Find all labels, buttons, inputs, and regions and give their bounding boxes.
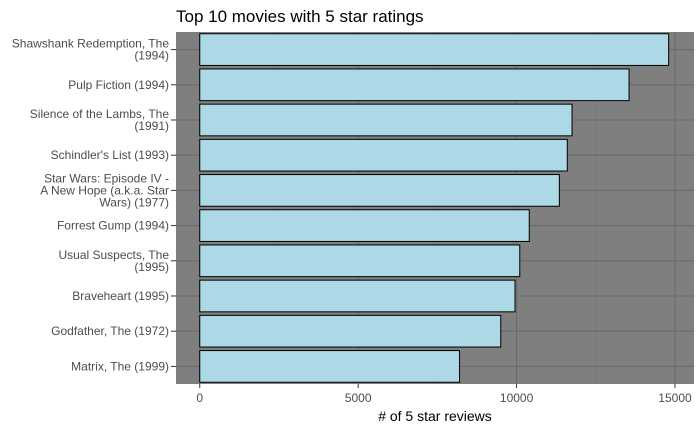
category-label: Silence of the Lambs, The (1991) bbox=[30, 107, 170, 133]
x-axis-label: # of 5 star reviews bbox=[378, 408, 492, 424]
bars-group bbox=[199, 33, 670, 383]
x-axis-ticks: 0 5000 10000 15000 bbox=[196, 384, 692, 405]
bar bbox=[199, 314, 502, 348]
category-label: Star Wars: Episode IV -A New Hope (a.k.a… bbox=[40, 171, 169, 209]
x-tick-label: 10000 bbox=[500, 391, 534, 405]
bar bbox=[199, 68, 630, 102]
category-label: Schindler's List (1993) bbox=[51, 148, 169, 162]
bar bbox=[199, 103, 573, 137]
bar bbox=[199, 350, 461, 383]
bar bbox=[199, 138, 568, 172]
category-label: Braveheart (1995) bbox=[72, 289, 169, 303]
category-label: Pulp Fiction (1994) bbox=[68, 78, 169, 92]
category-labels: Shawshank Redemption, The (1994) Pulp Fict… bbox=[12, 37, 176, 373]
x-tick-label: 15000 bbox=[658, 391, 692, 405]
bar bbox=[199, 174, 560, 207]
x-tick-label: 5000 bbox=[345, 391, 372, 405]
category-label: Matrix, The (1999) bbox=[71, 359, 169, 373]
category-label: Usual Suspects, The (1995) bbox=[58, 248, 169, 274]
category-label: Godfather, The (1972) bbox=[51, 324, 169, 338]
bar bbox=[199, 209, 530, 242]
category-label: Forrest Gump (1994) bbox=[57, 219, 169, 233]
bar bbox=[199, 279, 516, 313]
bar bbox=[199, 244, 521, 278]
chart-title: Top 10 movies with 5 star ratings bbox=[176, 7, 424, 26]
x-tick-label: 0 bbox=[196, 391, 203, 405]
bar bbox=[199, 33, 670, 66]
category-label: Shawshank Redemption, The (1994) bbox=[12, 37, 170, 63]
